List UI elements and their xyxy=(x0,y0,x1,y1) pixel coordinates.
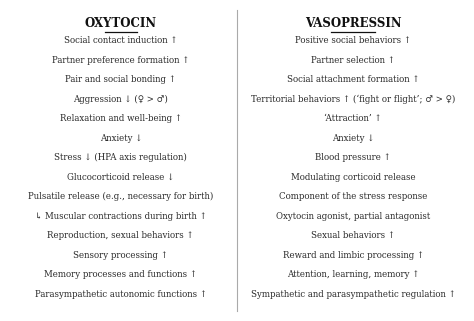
Text: Sensory processing ↑: Sensory processing ↑ xyxy=(73,251,168,260)
Text: Attention, learning, memory ↑: Attention, learning, memory ↑ xyxy=(287,270,419,279)
Text: Social contact induction ↑: Social contact induction ↑ xyxy=(64,36,178,45)
Text: Modulating corticoid release: Modulating corticoid release xyxy=(291,173,415,182)
Text: Memory processes and functions ↑: Memory processes and functions ↑ xyxy=(44,270,198,279)
Text: Positive social behaviors ↑: Positive social behaviors ↑ xyxy=(295,36,411,45)
Text: Component of the stress response: Component of the stress response xyxy=(279,192,428,201)
Text: Sexual behaviors ↑: Sexual behaviors ↑ xyxy=(311,231,395,240)
Text: Anxiety ↓: Anxiety ↓ xyxy=(100,134,142,143)
Text: Aggression ↓ (♀ > ♂): Aggression ↓ (♀ > ♂) xyxy=(73,95,168,104)
Text: Anxiety ↓: Anxiety ↓ xyxy=(332,134,374,143)
Text: Reward and limbic processing ↑: Reward and limbic processing ↑ xyxy=(283,251,424,260)
Text: ‘Attraction’ ↑: ‘Attraction’ ↑ xyxy=(324,114,382,123)
Text: Parasympathetic autonomic functions ↑: Parasympathetic autonomic functions ↑ xyxy=(35,290,207,299)
Text: Pulsatile release (e.g., necessary for birth): Pulsatile release (e.g., necessary for b… xyxy=(28,192,214,201)
Text: Partner preference formation ↑: Partner preference formation ↑ xyxy=(52,56,190,65)
Text: Stress ↓ (HPA axis regulation): Stress ↓ (HPA axis regulation) xyxy=(55,153,187,162)
Text: OXYTOCIN: OXYTOCIN xyxy=(85,17,157,30)
Text: Glucocorticoid release ↓: Glucocorticoid release ↓ xyxy=(67,173,174,182)
Text: Reproduction, sexual behaviors ↑: Reproduction, sexual behaviors ↑ xyxy=(47,231,194,240)
Text: Territorial behaviors ↑ (‘fight or flight’; ♂ > ♀): Territorial behaviors ↑ (‘fight or fligh… xyxy=(251,95,456,104)
Text: Oxytocin agonist, partial antagonist: Oxytocin agonist, partial antagonist xyxy=(276,212,430,221)
Text: ↳ Muscular contractions during birth ↑: ↳ Muscular contractions during birth ↑ xyxy=(35,212,207,221)
Text: VASOPRESSIN: VASOPRESSIN xyxy=(305,17,401,30)
Text: Blood pressure ↑: Blood pressure ↑ xyxy=(315,153,391,162)
Text: Sympathetic and parasympathetic regulation ↑: Sympathetic and parasympathetic regulati… xyxy=(251,290,456,299)
Text: Pair and social bonding ↑: Pair and social bonding ↑ xyxy=(65,75,176,84)
Text: Partner selection ↑: Partner selection ↑ xyxy=(311,56,395,65)
Text: Relaxation and well-being ↑: Relaxation and well-being ↑ xyxy=(60,114,182,123)
Text: Social attachment formation ↑: Social attachment formation ↑ xyxy=(287,75,419,84)
